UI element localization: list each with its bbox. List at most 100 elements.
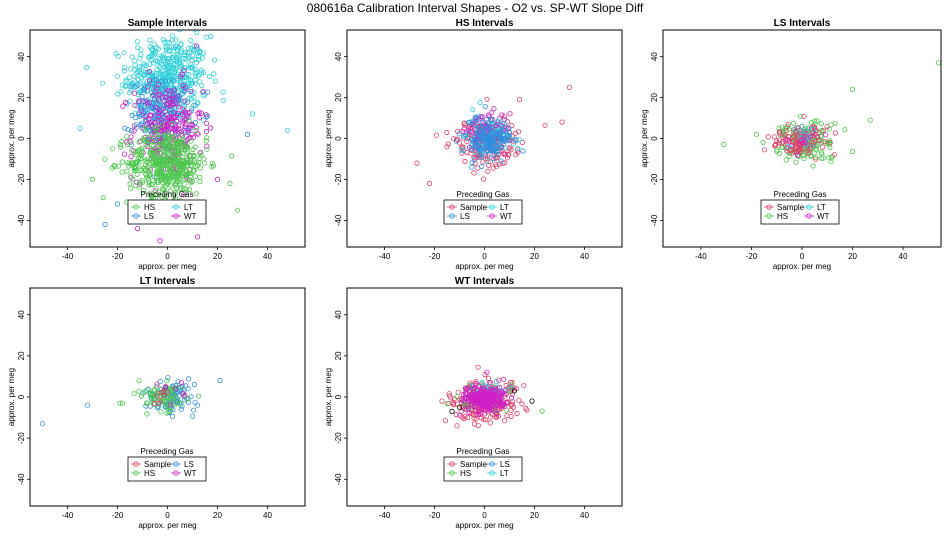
point-wt: [176, 126, 182, 132]
point-hs: [173, 160, 179, 166]
point-wt: [182, 124, 188, 130]
point-ls: [477, 124, 483, 130]
point-wt: [156, 92, 162, 98]
point-lt: [194, 99, 201, 105]
point-hs: [818, 155, 824, 161]
point-wt: [481, 403, 487, 409]
point-ls: [149, 109, 155, 115]
point-lt: [249, 111, 256, 117]
point-hs: [153, 124, 159, 131]
legend-entry-hs: HS: [144, 203, 155, 212]
point-hs: [149, 392, 155, 399]
point-hs: [178, 158, 184, 164]
point-wt: [491, 389, 497, 395]
point-ls: [469, 160, 475, 166]
point-hs: [820, 155, 826, 161]
point-lt: [206, 73, 212, 80]
legend-swatch-marker: [806, 204, 812, 210]
point-wt: [157, 128, 163, 134]
x-axis-label: approx. per meg: [138, 262, 196, 271]
point-wt: [162, 109, 168, 115]
point-ls: [463, 132, 469, 138]
point-wt: [147, 120, 153, 126]
point-sample: [510, 404, 517, 410]
point-lt: [138, 52, 144, 58]
point-hs: [152, 388, 158, 394]
legend-entry-sample: Sample: [460, 203, 488, 212]
point-ls: [136, 100, 142, 106]
point-lt: [126, 75, 132, 81]
point-hs: [132, 165, 138, 171]
point-hs: [118, 144, 124, 150]
point-wt: [501, 116, 508, 122]
x-tick-label: 0: [800, 252, 805, 261]
point-lt: [470, 107, 476, 113]
point-hs: [812, 121, 818, 127]
point-lt: [199, 83, 205, 89]
point-wt: [474, 392, 480, 398]
point-wt: [142, 114, 148, 120]
point-wt: [132, 102, 138, 108]
point-hs: [155, 146, 161, 152]
panel-title: LS Intervals: [774, 18, 831, 29]
point-hs: [133, 152, 139, 158]
point-sample: [515, 129, 522, 135]
point-lt: [181, 65, 187, 71]
point-lt: [284, 127, 291, 133]
point-wt: [508, 395, 515, 401]
point-lt: [185, 55, 191, 61]
point-hs: [141, 187, 147, 193]
legend-swatch-marker: [489, 461, 495, 467]
point-hs: [234, 207, 241, 213]
point-hs: [184, 176, 190, 183]
point-sample: [516, 97, 523, 103]
point-lt: [167, 59, 173, 65]
point-hs: [185, 171, 191, 177]
point-ls: [190, 413, 196, 419]
point-hs: [169, 396, 175, 402]
point-hs: [140, 390, 146, 396]
point-ls: [191, 381, 198, 388]
point-hs: [842, 127, 848, 133]
x-tick-label: 20: [213, 252, 222, 261]
point-lt: [194, 69, 200, 76]
point-lt: [212, 78, 218, 84]
legend-swatch-marker: [449, 204, 455, 210]
point-wt: [131, 90, 138, 96]
point-hs: [167, 163, 173, 169]
point-ls: [453, 138, 459, 144]
x-tick-label: -40: [379, 252, 391, 261]
points: [414, 84, 573, 187]
point-sample: [470, 412, 477, 418]
point-hs: [124, 134, 130, 140]
point-hs: [177, 138, 183, 144]
point-lt: [115, 53, 121, 60]
point-wt: [460, 128, 466, 134]
point-sample: [473, 378, 479, 385]
point-wt: [161, 392, 167, 398]
point-hs: [185, 148, 191, 154]
point-wt: [146, 100, 152, 106]
point-sample: [819, 144, 826, 150]
point-ls: [141, 87, 148, 93]
point-hs: [192, 144, 198, 150]
y-tick-label: 20: [17, 351, 26, 360]
point-hs: [119, 400, 126, 406]
point-ls: [480, 144, 486, 151]
legend-entry-lt: LT: [500, 203, 509, 212]
point-hs: [188, 160, 194, 166]
legend-entry-hs: HS: [460, 469, 471, 478]
point-ls: [512, 136, 518, 142]
legend-swatch-marker: [173, 470, 179, 476]
x-tick-label: -20: [746, 252, 758, 261]
point-sample: [509, 379, 515, 385]
legend-title: Preceding Gas: [141, 447, 194, 456]
point-sample: [813, 156, 819, 162]
point-hs: [186, 186, 192, 193]
point-hs: [204, 135, 210, 141]
point-hs: [444, 400, 450, 407]
panel-title: Sample Intervals: [128, 18, 208, 29]
point-wt: [478, 387, 484, 393]
point-hs: [849, 86, 856, 93]
panel-title: HS Intervals: [456, 18, 514, 29]
